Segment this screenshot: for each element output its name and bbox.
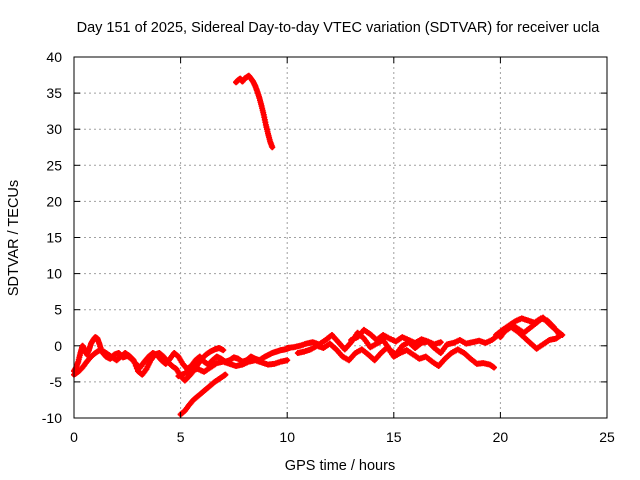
data-point bbox=[269, 144, 276, 151]
x-axis-label: GPS time / hours bbox=[285, 458, 395, 474]
x-tick-label: 25 bbox=[599, 429, 615, 445]
data-point bbox=[437, 339, 444, 346]
data-point bbox=[491, 364, 498, 371]
y-tick-label: -5 bbox=[50, 374, 63, 390]
chart-title: Day 151 of 2025, Sidereal Day-to-day VTE… bbox=[77, 20, 601, 36]
y-axis-ticks: -10 -5 0 5 10 15 20 25 30 35 40 bbox=[42, 49, 607, 426]
data-point bbox=[284, 357, 291, 364]
y-tick-label: -10 bbox=[42, 410, 62, 426]
y-tick-label: 35 bbox=[46, 85, 62, 101]
x-tick-label: 15 bbox=[386, 429, 402, 445]
y-axis-label: SDTVAR / TECUs bbox=[6, 180, 22, 296]
grid-lines bbox=[74, 57, 607, 418]
x-tick-label: 0 bbox=[70, 429, 78, 445]
y-tick-label: 25 bbox=[46, 157, 62, 173]
x-tick-label: 5 bbox=[177, 429, 185, 445]
x-tick-label: 20 bbox=[493, 429, 509, 445]
y-tick-label: 30 bbox=[46, 121, 62, 137]
y-tick-label: 40 bbox=[46, 49, 62, 65]
x-axis-ticks: 0 5 10 15 20 25 bbox=[70, 57, 615, 445]
y-tick-label: 15 bbox=[46, 230, 62, 246]
data-point bbox=[220, 347, 227, 354]
data-point bbox=[222, 371, 229, 378]
data-point bbox=[129, 356, 136, 363]
y-tick-label: 10 bbox=[46, 266, 62, 282]
plot-series bbox=[71, 72, 566, 418]
data-point bbox=[497, 334, 504, 341]
y-tick-label: 5 bbox=[54, 302, 62, 318]
x-tick-label: 10 bbox=[279, 429, 295, 445]
y-tick-label: 0 bbox=[54, 338, 62, 354]
data-point bbox=[559, 331, 566, 338]
y-tick-label: 20 bbox=[46, 193, 62, 209]
